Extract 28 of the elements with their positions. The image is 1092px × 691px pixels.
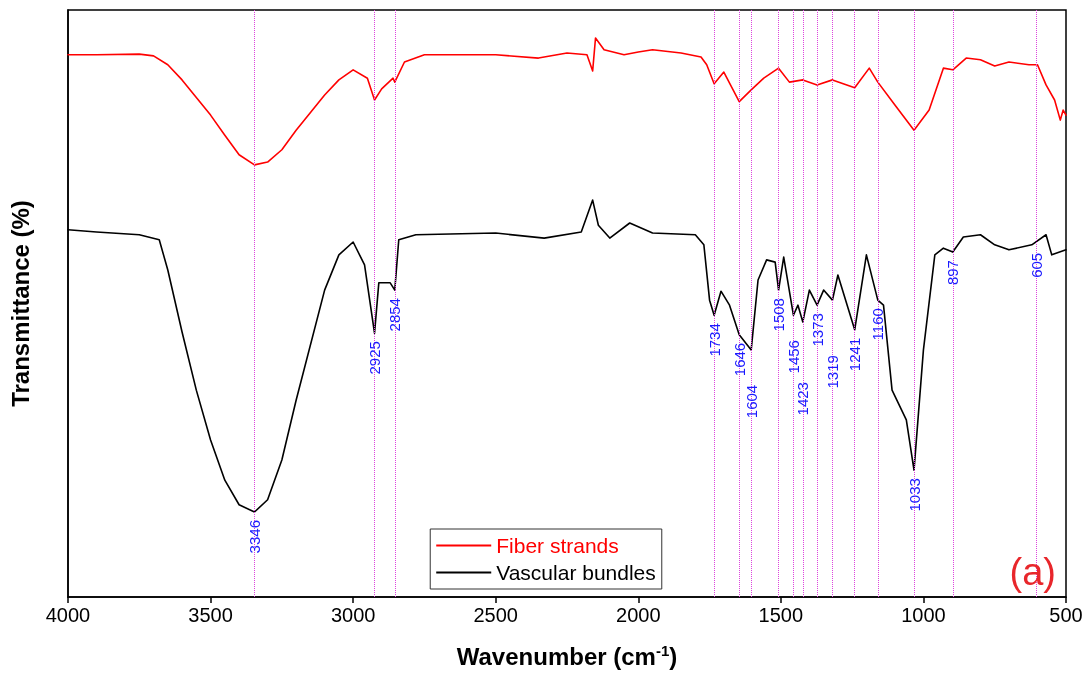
x-tick-label: 2500 — [473, 604, 518, 626]
legend-label: Vascular bundles — [496, 561, 656, 584]
annotation: (a) — [1009, 551, 1057, 593]
x-tick-label: 3500 — [188, 604, 233, 626]
ref-line-label: 1604 — [742, 384, 760, 419]
ref-line-label: 1646 — [730, 342, 748, 377]
x-tick-label: 1500 — [758, 604, 804, 626]
x-tick-label: 500 — [1049, 604, 1083, 626]
ref-line-label: 1033 — [905, 478, 923, 512]
legend-label: Fiber strands — [496, 534, 619, 557]
ref-line-label: 1423 — [794, 382, 812, 416]
ref-line-label: 2925 — [366, 341, 384, 375]
ref-line-label: 1241 — [846, 337, 864, 372]
x-tick-label: 4000 — [45, 604, 91, 626]
ref-line-label: 1456 — [784, 340, 802, 374]
ref-line-label: 3346 — [245, 520, 263, 554]
x-tick-label: 2000 — [616, 604, 661, 626]
y-axis-title: Transmittance (%) — [6, 200, 34, 407]
ref-line-label: 1734 — [705, 323, 723, 357]
ref-line-label: 605 — [1027, 252, 1045, 278]
ref-line-label: 1508 — [770, 298, 788, 332]
ref-line-label: 897 — [944, 260, 962, 286]
x-tick-label: 3000 — [330, 604, 376, 626]
ref-line-label: 1160 — [869, 308, 887, 341]
ref-line-label: 1319 — [823, 355, 841, 389]
ref-line-label: 2854 — [386, 298, 404, 332]
x-tick-label: 1000 — [901, 604, 946, 626]
ref-line-label: 1373 — [808, 313, 826, 347]
